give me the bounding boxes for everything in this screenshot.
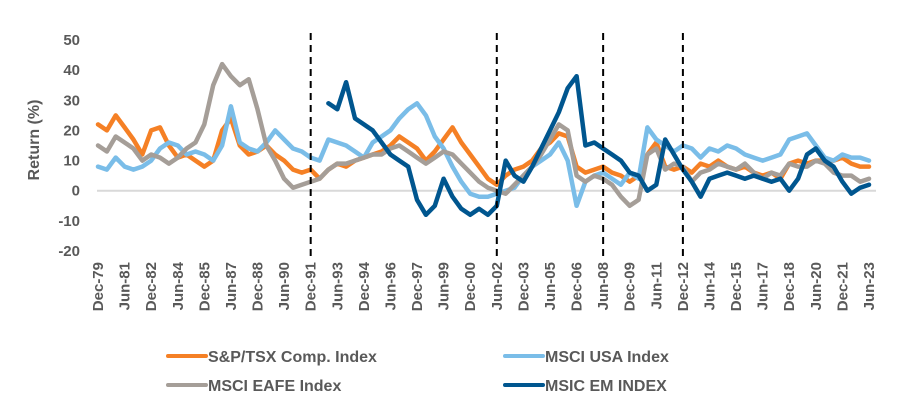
x-tick-label: Dec-97: [409, 262, 426, 311]
x-tick-label: Dec-21: [834, 262, 851, 311]
x-tick-label: Dec-06: [569, 262, 586, 311]
series-line-msci-usa-index: [95, 101, 872, 209]
x-tick-label: Dec-18: [781, 262, 798, 311]
legend-item-msci-usa: MSCI USA Index: [503, 349, 669, 366]
x-tick-label: Dec-79: [90, 262, 107, 311]
x-tick-label: Jun-17: [755, 262, 772, 310]
y-tick-label: -10: [58, 213, 80, 230]
x-tick-label: Jun-96: [382, 262, 399, 310]
x-tick-label: Dec-09: [622, 262, 639, 311]
y-tick-label: 40: [63, 62, 80, 79]
x-tick-label: Jun-99: [436, 262, 453, 310]
x-tick-label: Dec-94: [356, 261, 373, 311]
legend-item-msci-em: MSIC EM INDEX: [503, 378, 667, 395]
x-tick-label: Dec-85: [196, 262, 213, 311]
y-tick-label: 0: [72, 183, 80, 200]
vertical-markers: [309, 33, 684, 256]
y-axis-ticks: 50 40 30 20 10 0 -10 -20: [58, 32, 80, 260]
x-tick-label: Dec-15: [728, 262, 745, 311]
x-tick-label: Jun-87: [223, 262, 240, 310]
y-tick-label: 10: [63, 153, 80, 170]
x-tick-label: Jun-84: [170, 261, 187, 310]
y-tick-label: 30: [63, 92, 80, 109]
legend-label-msci-eafe: MSCI EAFE Index: [208, 378, 341, 395]
x-tick-label: Jun-81: [117, 262, 134, 310]
x-tick-label: Jun-11: [648, 262, 665, 310]
x-tick-label: Dec-88: [250, 262, 267, 311]
legend-item-msci-eafe: MSCI EAFE Index: [166, 378, 341, 395]
x-tick-label: Jun-05: [542, 262, 559, 310]
series-layer: [95, 61, 872, 218]
series-line-msic-em-index: [326, 73, 872, 218]
x-tick-label: Jun-90: [276, 262, 293, 310]
x-tick-label: Dec-82: [143, 262, 160, 311]
y-axis-label: Return (%): [26, 100, 43, 181]
legend-label-msci-usa: MSCI USA Index: [545, 349, 669, 366]
x-tick-label: Jun-02: [489, 262, 506, 310]
x-tick-label: Dec-12: [675, 262, 692, 311]
x-tick-label: Dec-91: [303, 262, 320, 311]
x-tick-label: Jun-14: [701, 261, 718, 310]
legend-item-tsx: S&P/TSX Comp. Index: [166, 349, 377, 366]
y-tick-label: 50: [63, 32, 80, 49]
legend-label-tsx: S&P/TSX Comp. Index: [208, 349, 377, 366]
x-tick-label: Dec-03: [515, 262, 532, 311]
legend: S&P/TSX Comp. Index MSCI USA Index MSCI …: [166, 349, 669, 395]
x-tick-label: Jun-93: [329, 262, 346, 310]
x-tick-label: Dec-00: [462, 262, 479, 311]
x-tick-label: Jun-23: [861, 262, 878, 310]
y-tick-label: -20: [58, 243, 80, 260]
y-tick-label: 20: [63, 122, 80, 139]
x-axis-ticks: Dec-79 Jun-81 Dec-82 Jun-84 Dec-85 Jun-87 Dec-…: [90, 261, 878, 311]
x-tick-label: Jun-20: [808, 262, 825, 310]
series-line-msci-eafe-index: [95, 61, 872, 209]
legend-label-msci-em: MSIC EM INDEX: [545, 378, 667, 395]
x-tick-label: Jun-08: [595, 262, 612, 310]
